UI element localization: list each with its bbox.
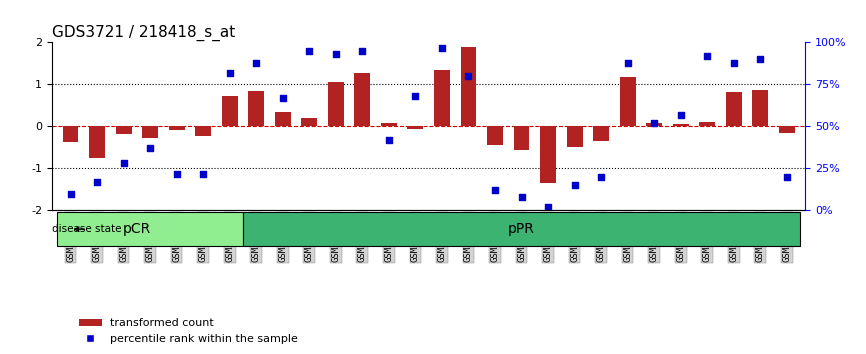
Bar bbox=[301, 118, 317, 126]
Point bbox=[170, 171, 184, 176]
Bar bbox=[620, 77, 636, 126]
Bar bbox=[381, 123, 397, 126]
Point bbox=[674, 112, 688, 118]
Point bbox=[329, 51, 343, 57]
Point bbox=[621, 60, 635, 65]
Point bbox=[355, 48, 369, 54]
Bar bbox=[566, 126, 583, 148]
Bar bbox=[673, 124, 688, 126]
FancyBboxPatch shape bbox=[243, 212, 800, 246]
Text: pCR: pCR bbox=[123, 222, 151, 236]
Bar bbox=[779, 126, 795, 133]
Point bbox=[753, 56, 767, 62]
Point bbox=[594, 174, 608, 180]
Bar bbox=[646, 123, 662, 126]
Bar bbox=[275, 112, 291, 126]
Point bbox=[488, 188, 502, 193]
Bar bbox=[514, 126, 529, 150]
FancyBboxPatch shape bbox=[57, 212, 243, 246]
Bar bbox=[142, 126, 158, 138]
Bar bbox=[726, 92, 741, 126]
Bar bbox=[328, 81, 344, 126]
Point bbox=[727, 60, 740, 65]
Point bbox=[514, 194, 528, 200]
Point bbox=[90, 179, 104, 185]
Point bbox=[780, 174, 794, 180]
Point bbox=[63, 191, 77, 196]
Bar bbox=[62, 126, 79, 142]
Legend: transformed count, percentile rank within the sample: transformed count, percentile rank withi… bbox=[74, 314, 303, 348]
Point bbox=[567, 182, 581, 188]
Bar bbox=[593, 126, 609, 141]
Point bbox=[647, 120, 661, 126]
Bar bbox=[434, 70, 450, 126]
Text: pPR: pPR bbox=[508, 222, 535, 236]
Bar bbox=[540, 126, 556, 183]
Point bbox=[143, 145, 157, 151]
Bar bbox=[461, 47, 476, 126]
Point bbox=[302, 48, 316, 54]
Bar bbox=[116, 126, 132, 133]
Bar bbox=[407, 126, 423, 129]
Bar bbox=[222, 96, 237, 126]
Bar bbox=[753, 90, 768, 126]
Point bbox=[435, 45, 449, 50]
Point bbox=[541, 204, 555, 210]
Point bbox=[462, 73, 475, 79]
Point bbox=[197, 171, 210, 176]
Point bbox=[276, 95, 290, 101]
Bar bbox=[699, 122, 715, 126]
Bar bbox=[354, 73, 371, 126]
Point bbox=[701, 53, 714, 59]
Text: disease state: disease state bbox=[53, 224, 122, 234]
Bar bbox=[195, 126, 211, 136]
Bar bbox=[249, 91, 264, 126]
Point bbox=[409, 93, 423, 99]
Bar bbox=[169, 126, 184, 130]
Bar bbox=[89, 126, 105, 158]
Text: GDS3721 / 218418_s_at: GDS3721 / 218418_s_at bbox=[52, 25, 236, 41]
Point bbox=[382, 137, 396, 143]
Point bbox=[223, 70, 236, 75]
Point bbox=[249, 60, 263, 65]
Bar bbox=[487, 126, 503, 145]
Point bbox=[117, 161, 131, 166]
